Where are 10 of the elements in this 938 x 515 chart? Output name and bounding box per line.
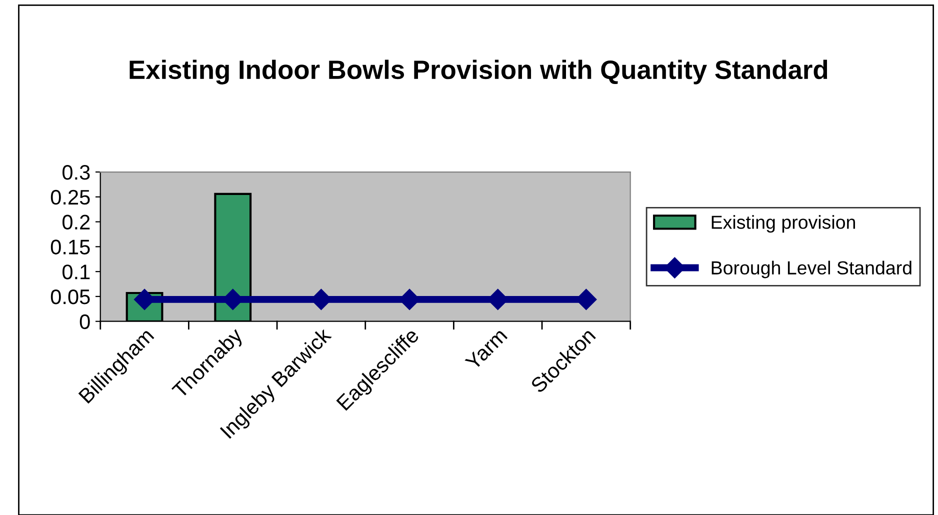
y-tick-label: 0.05 <box>50 289 90 304</box>
y-tick-label: 0.25 <box>50 190 90 205</box>
chart-title: Existing Indoor Bowls Provision with Quantity Standard <box>130 60 828 84</box>
legend-label: Existing provision <box>712 215 855 233</box>
legend-label: Borough Level Standard <box>712 260 912 278</box>
y-tick-label: 0.1 <box>62 264 90 280</box>
y-tick-label: 0.3 <box>62 165 90 180</box>
y-tick-label: 0.2 <box>62 214 90 230</box>
y-tick-label: 0 <box>80 314 90 330</box>
y-tick-label: 0.15 <box>50 240 90 254</box>
